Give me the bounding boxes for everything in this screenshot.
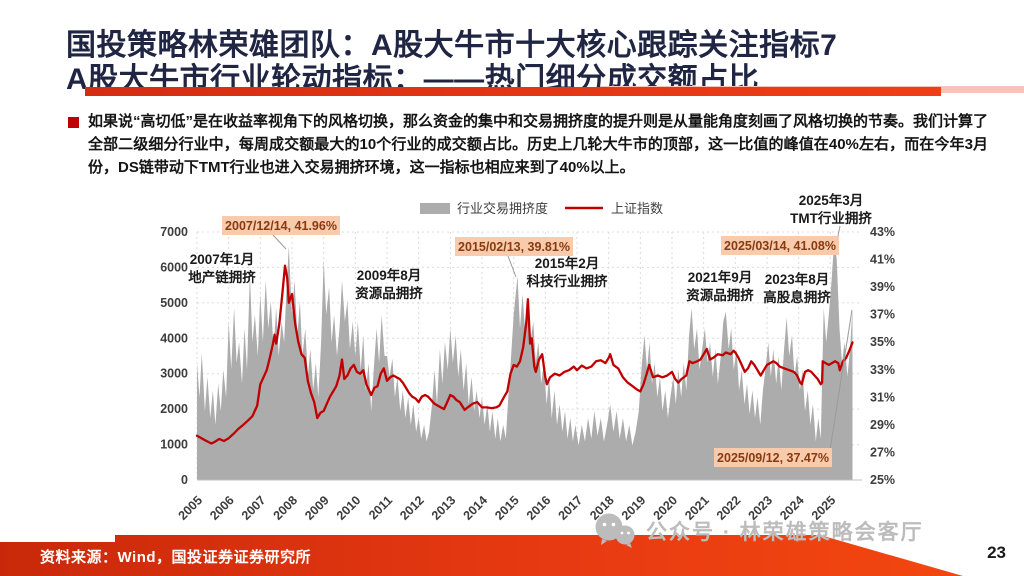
y-right-tick-label: 39% bbox=[870, 280, 895, 294]
annotation-label: 2023年8月 bbox=[765, 271, 830, 287]
y-left-tick-label: 6000 bbox=[160, 260, 188, 274]
bullet-marker bbox=[68, 117, 79, 128]
annotation-label: TMT行业拥挤 bbox=[790, 210, 872, 226]
watermark: 公众号 · 林荣雄策略会客厅 bbox=[592, 512, 924, 550]
x-tick-label: 2016 bbox=[524, 493, 554, 523]
annotation-callout-text: 2007/12/14, 41.96% bbox=[225, 219, 337, 233]
annotation-label: 2025年3月 bbox=[799, 192, 864, 208]
x-tick-label: 2011 bbox=[366, 493, 395, 522]
annotation-label: 地产链拥挤 bbox=[188, 269, 256, 285]
x-tick-label: 2015 bbox=[492, 493, 522, 523]
x-tick-label: 2008 bbox=[271, 493, 301, 523]
x-tick-label: 2014 bbox=[461, 493, 491, 523]
annotation-leader bbox=[829, 309, 853, 451]
y-right-tick-label: 29% bbox=[870, 418, 895, 432]
x-tick-label: 2017 bbox=[556, 493, 586, 523]
y-right-tick-label: 33% bbox=[870, 363, 895, 377]
footer-red-band bbox=[0, 535, 963, 576]
y-right-tick-label: 27% bbox=[870, 445, 895, 459]
x-tick-label: 2010 bbox=[334, 493, 364, 523]
y-right-tick-label: 43% bbox=[870, 225, 895, 239]
area-series-congestion bbox=[197, 241, 853, 480]
annotation-label: 科技行业拥挤 bbox=[527, 273, 608, 289]
annotation-callout-box bbox=[714, 448, 832, 467]
y-left-tick-label: 0 bbox=[181, 473, 188, 487]
annotation-label: 2015年2月 bbox=[535, 255, 600, 271]
x-tick-label: 2013 bbox=[429, 493, 459, 523]
annotation-label: 2021年9月 bbox=[688, 269, 753, 285]
annotation-label: 资源品拥挤 bbox=[686, 287, 754, 303]
footer-source-text: 资料来源：Wind，国投证券证券研究所 bbox=[40, 549, 312, 566]
legend-area-swatch bbox=[420, 203, 450, 214]
legend-area-label: 行业交易拥挤度 bbox=[457, 201, 548, 216]
watermark-text: 公众号 · 林荣雄策略会客厅 bbox=[646, 521, 924, 544]
y-right-tick-label: 31% bbox=[870, 390, 895, 404]
annotation-callout-box bbox=[721, 236, 839, 255]
x-tick-label: 2007 bbox=[239, 493, 269, 523]
bullet-paragraph: 如果说“高切低”是在收益率视角下的风格切换，那么资金的集中和交易拥挤度的提升则是… bbox=[88, 113, 989, 176]
title-underline-bar bbox=[85, 87, 941, 96]
y-right-tick-label: 37% bbox=[870, 308, 895, 322]
y-left-tick-label: 7000 bbox=[160, 225, 188, 239]
x-tick-label: 2006 bbox=[207, 493, 237, 523]
x-tick-label: 2009 bbox=[302, 493, 332, 523]
annotation-callout-box bbox=[455, 237, 573, 256]
legend-line-label: 上证指数 bbox=[611, 201, 663, 216]
y-right-tick-label: 41% bbox=[870, 253, 895, 267]
annotation-label: 高股息拥挤 bbox=[763, 289, 831, 305]
y-left-tick-label: 2000 bbox=[160, 402, 188, 416]
annotation-callout-text: 2015/02/13, 39.81% bbox=[458, 240, 570, 254]
x-tick-label: 2012 bbox=[397, 493, 427, 523]
wechat-icon bbox=[595, 513, 635, 548]
annotation-callout-text: 2025/09/12, 37.47% bbox=[717, 451, 829, 465]
annotation-leader bbox=[507, 255, 517, 278]
annotation-label: 2009年8月 bbox=[357, 267, 422, 283]
annotation-callout-box bbox=[222, 216, 340, 235]
y-left-tick-label: 1000 bbox=[160, 438, 188, 452]
annotation-callout-text: 2025/03/14, 41.08% bbox=[724, 239, 836, 253]
y-right-tick-label: 25% bbox=[870, 473, 895, 487]
slide-title-line-1: 国投策略林荣雄团队：A股大牛市十大核心跟踪关注指标7 bbox=[66, 29, 838, 62]
y-left-tick-label: 5000 bbox=[160, 296, 188, 310]
annotation-label: 资源品拥挤 bbox=[355, 285, 423, 301]
x-tick-label: 2005 bbox=[176, 493, 206, 523]
y-right-tick-label: 35% bbox=[870, 335, 895, 349]
y-left-tick-label: 4000 bbox=[160, 331, 188, 345]
annotation-label: 2007年1月 bbox=[190, 251, 255, 267]
annotation-leader bbox=[272, 234, 287, 250]
line-series-sse-index bbox=[195, 264, 854, 445]
page-number: 23 bbox=[987, 543, 1006, 562]
y-left-tick-label: 3000 bbox=[160, 367, 188, 381]
